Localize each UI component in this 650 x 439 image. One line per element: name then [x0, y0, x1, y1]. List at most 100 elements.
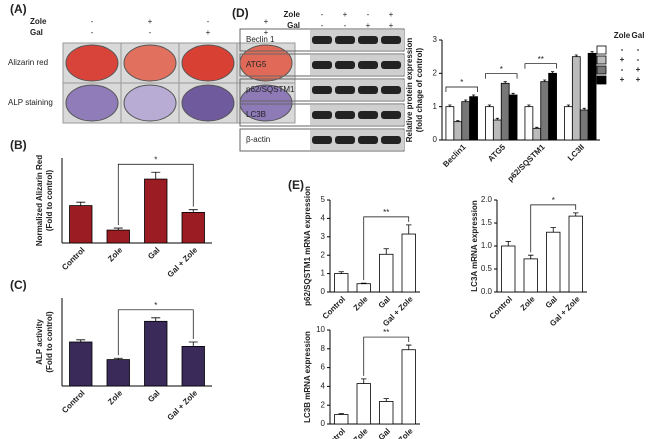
x-tick-label: Gal — [146, 246, 161, 261]
y-tick-label: 2 — [321, 400, 326, 409]
significance-bracket — [524, 63, 557, 69]
error-bar — [151, 317, 161, 322]
legend-label: + — [620, 75, 625, 84]
error-bar — [582, 107, 586, 110]
band — [312, 61, 332, 69]
bar — [501, 245, 516, 293]
significance-bracket — [363, 216, 410, 281]
panel-label: (E) — [288, 178, 304, 192]
y-tick-label: 1 — [321, 269, 326, 278]
significance-bracket — [485, 73, 518, 79]
panel-label: (D) — [232, 6, 249, 20]
panel-label: (B) — [10, 138, 27, 152]
header-label: Gal — [287, 21, 300, 30]
y-tick-label: 4 — [321, 214, 326, 223]
header-label: Gal — [30, 28, 43, 37]
error-bar — [566, 104, 570, 107]
bar — [568, 215, 583, 293]
error-bar — [551, 71, 555, 74]
significance-bracket — [117, 163, 194, 226]
y-tick-label: 6 — [321, 363, 326, 372]
x-tick-label: Gal + Zole — [166, 388, 200, 422]
error-bar — [574, 54, 578, 57]
legend-swatch — [596, 65, 607, 75]
error-bar — [361, 378, 367, 384]
bar — [546, 231, 561, 293]
row-label: Alizarin red — [8, 58, 48, 67]
well — [65, 84, 119, 122]
band — [335, 61, 355, 69]
bar — [579, 109, 589, 141]
blot-strip — [310, 105, 404, 125]
error-bar — [464, 99, 468, 102]
error-bar — [338, 413, 344, 415]
header-mark: + — [264, 17, 269, 26]
y-tick-label: 4 — [321, 382, 326, 391]
error-bar — [527, 104, 531, 107]
header-mark: - — [149, 28, 152, 37]
bar — [532, 127, 542, 141]
error-bar — [361, 282, 367, 284]
error-bar — [113, 357, 123, 360]
significance-bracket — [117, 309, 194, 356]
y-axis-label: Normalized Alizarin Red — [35, 155, 44, 246]
y-tick-label: 0.5 — [481, 264, 493, 273]
error-bar — [472, 94, 476, 97]
bar — [181, 345, 205, 387]
y-axis-label: Relative protein expression — [405, 38, 414, 143]
y-tick-label: 1 — [433, 102, 438, 111]
legend-header: Gal — [632, 31, 645, 40]
bar — [401, 233, 416, 293]
bar — [106, 229, 130, 244]
band-label: Beclin 1 — [246, 35, 275, 44]
blot-strip — [310, 130, 404, 150]
significance-label: * — [154, 155, 157, 164]
y-tick-label: 10 — [316, 325, 325, 334]
y-tick-label: 0 — [321, 419, 326, 428]
header-mark: - — [344, 21, 347, 30]
x-tick-label: Zole — [352, 294, 370, 312]
header-mark: - — [91, 28, 94, 37]
bar — [564, 106, 573, 141]
band — [358, 86, 378, 94]
legend-label: - — [637, 45, 640, 54]
header-mark: + — [264, 28, 269, 37]
band — [312, 111, 332, 119]
error-bar — [550, 227, 556, 233]
bar — [540, 81, 550, 141]
y-tick-label: 0.0 — [481, 287, 493, 296]
band — [381, 86, 401, 94]
y-axis-label: (fold chage of control) — [415, 47, 424, 132]
x-tick-label: Control — [60, 246, 86, 272]
band — [335, 36, 355, 44]
blot-strip — [310, 55, 404, 75]
y-tick-label: 2.0 — [481, 195, 493, 204]
band — [381, 111, 401, 119]
header-label: Zole — [284, 10, 301, 19]
y-tick-label: 2 — [433, 68, 438, 77]
bar — [492, 119, 502, 141]
bar — [469, 96, 478, 141]
bar — [401, 349, 416, 425]
x-tick-label: Zole — [519, 294, 537, 312]
band — [358, 61, 378, 69]
header-mark: - — [367, 10, 370, 19]
blot-strip — [310, 30, 404, 50]
header-mark: - — [321, 21, 324, 30]
significance-label: ** — [383, 328, 389, 337]
bar — [356, 383, 371, 425]
header-mark: + — [148, 17, 153, 26]
x-tick-label: Gal — [544, 295, 559, 310]
band — [312, 86, 332, 94]
x-tick-label: Zole — [352, 426, 370, 439]
error-bar — [76, 339, 86, 342]
band — [358, 111, 378, 119]
bar — [461, 101, 471, 141]
error-bar — [590, 51, 594, 54]
error-bar — [188, 209, 198, 213]
legend-swatch — [596, 75, 607, 85]
y-axis-label: p62/SQSTM1 mRNA expression — [303, 186, 312, 306]
band — [312, 36, 332, 44]
band — [381, 61, 401, 69]
